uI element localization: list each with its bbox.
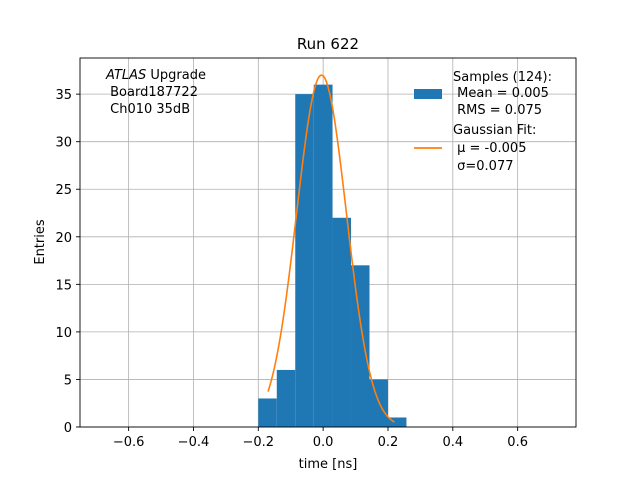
axes-frame [79, 57, 577, 428]
x-tick-label: −0.2 [243, 435, 275, 450]
legend-fit-line-3: σ=0.077 [453, 159, 513, 174]
histogram-bar [351, 265, 370, 427]
x-tick-label: 0.6 [507, 435, 528, 450]
annotation-upgrade: Upgrade [146, 68, 206, 83]
x-tick-label: −0.4 [178, 435, 210, 450]
atlas-annotation: ATLAS Upgrade Board187722 Ch010 35dB [105, 68, 206, 117]
x-ticks: −0.6 −0.4 −0.2 0.0 0.2 0.4 0.6 [113, 427, 528, 450]
annotation-line-3: Ch010 35dB [106, 102, 190, 117]
histogram-bar [295, 94, 314, 428]
y-tick-label: 30 [55, 136, 72, 151]
histogram-bars [258, 84, 407, 428]
gaussian-fit-curve [267, 74, 395, 423]
legend-hist-line-1: Samples (124): [453, 70, 552, 85]
chart-title: Run 622 [297, 35, 359, 53]
x-tick-label: −0.6 [113, 435, 145, 450]
y-tick-label: 5 [64, 373, 72, 388]
y-tick-label: 20 [55, 231, 72, 246]
x-axis-label: time [ns] [299, 457, 358, 472]
y-axis-label: Entries [33, 219, 48, 265]
y-tick-label: 10 [55, 326, 72, 341]
legend-hist-line-2: Mean = 0.005 [453, 86, 549, 101]
x-tick-label: 0.2 [378, 435, 399, 450]
legend: Samples (124): Mean = 0.005 RMS = 0.075 … [414, 70, 552, 174]
y-tick-label: 0 [64, 421, 72, 436]
histogram-bar [332, 217, 352, 427]
legend-fit-line-2: μ = -0.005 [453, 141, 526, 156]
annotation-line-2: Board187722 [106, 85, 198, 100]
legend-fit-line-1: Gaussian Fit: [453, 123, 536, 138]
histogram-bar [258, 398, 277, 427]
y-tick-label: 35 [55, 88, 72, 103]
histogram-bar [313, 84, 333, 427]
annotation-line-1: ATLAS Upgrade [105, 68, 206, 83]
legend-hist-line-3: RMS = 0.075 [453, 103, 542, 118]
y-tick-label: 25 [55, 183, 72, 198]
y-ticks: 0 5 10 15 20 25 30 35 [55, 88, 80, 436]
legend-histogram-swatch [414, 89, 442, 99]
x-tick-label: 0.0 [313, 435, 334, 450]
histogram-bar [276, 369, 296, 427]
annotation-atlas: ATLAS [105, 68, 146, 83]
x-tick-label: 0.4 [442, 435, 463, 450]
y-tick-label: 15 [55, 278, 72, 293]
histogram-bar [387, 417, 407, 427]
